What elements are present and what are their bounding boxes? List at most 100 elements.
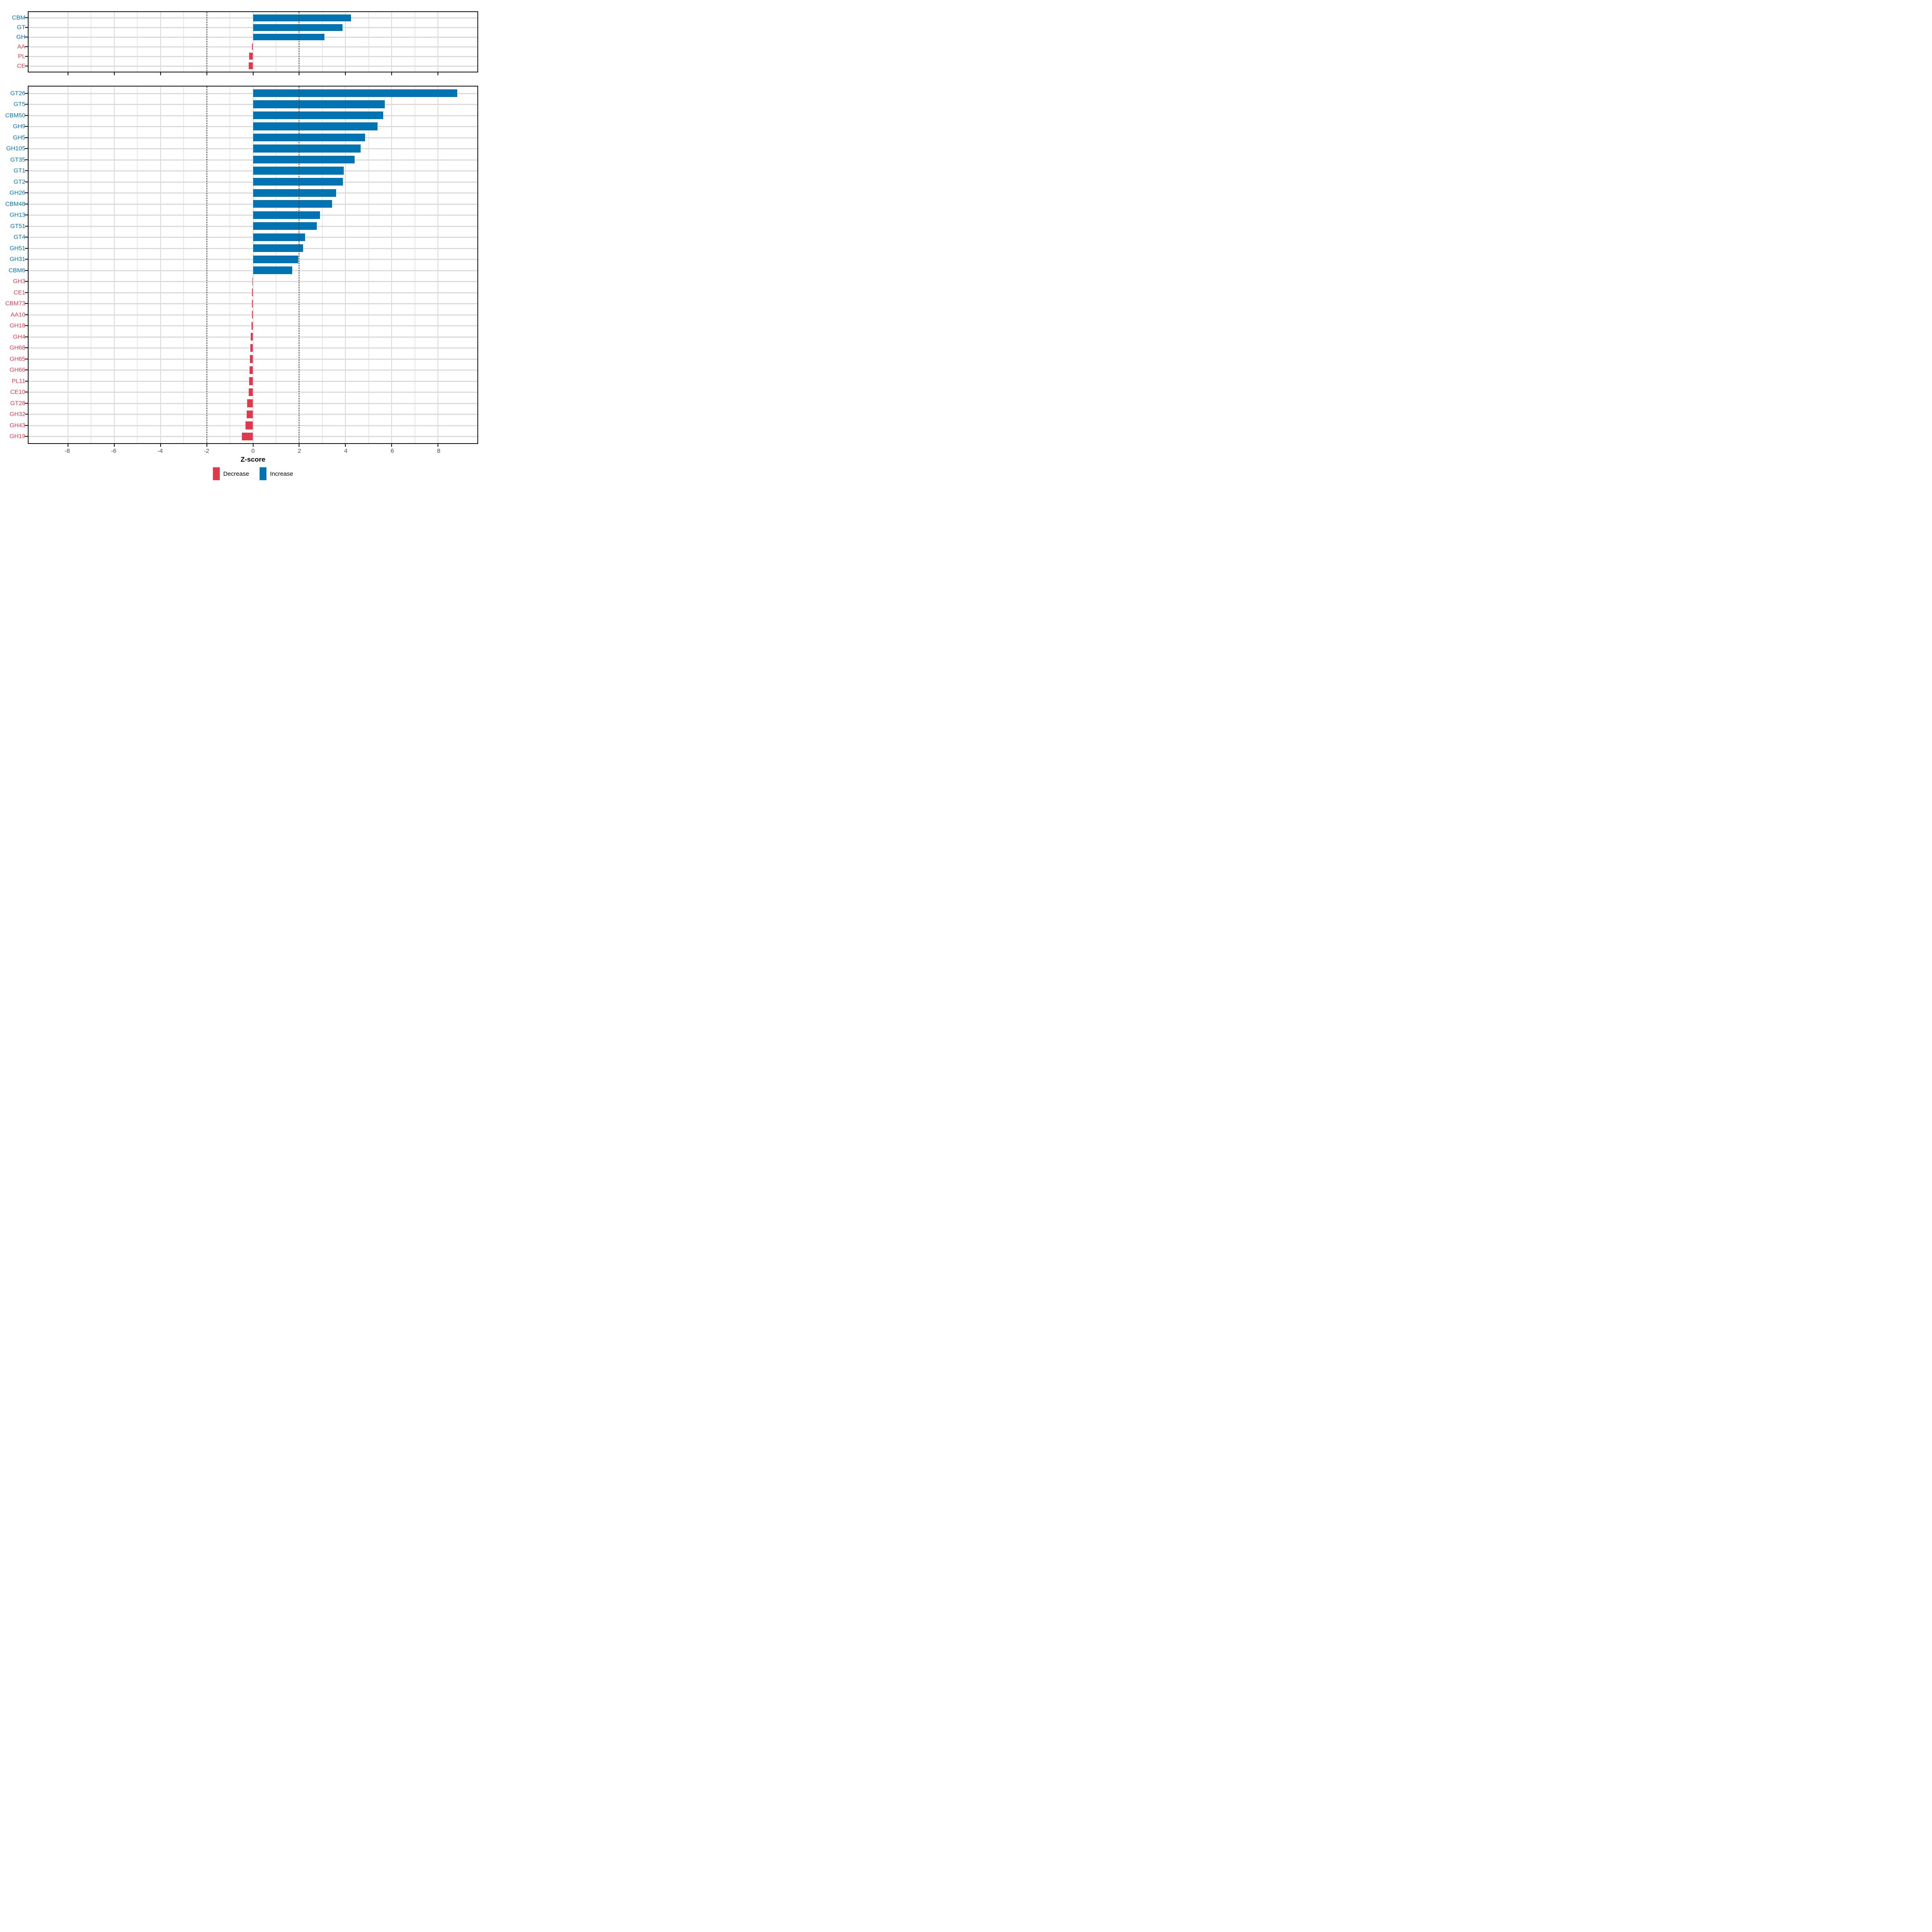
row-gridline: [29, 292, 477, 293]
row-gridline: [29, 436, 477, 438]
x-axis-tick: [114, 444, 115, 447]
zscore-bar-chart: CBM GT GH AA PL CE GT26 GT5 CBM50 GH9 GH5 GH105 GT3…: [0, 0, 483, 483]
y-axis-tick: [25, 27, 28, 28]
x-axis-tick: [391, 72, 392, 75]
bar-AA: [252, 43, 253, 50]
bar-GH68: [250, 344, 253, 352]
minor-gridline: [229, 87, 231, 443]
y-axis-tick: [25, 93, 28, 94]
y-axis-tick: [25, 347, 28, 349]
y-axis-tick: [25, 170, 28, 171]
legend-label-decrease: Decrease: [223, 470, 249, 477]
minor-gridline: [322, 12, 323, 72]
category-label-GT4: GT4: [13, 233, 25, 241]
y-axis-tick: [25, 115, 28, 116]
minor-gridline: [368, 12, 369, 72]
category-label-CBM50: CBM50: [5, 112, 25, 119]
bar-GT51: [253, 222, 317, 230]
y-axis-tick: [25, 425, 28, 426]
panel-cazyme-classes: CBM GT GH AA PL CE: [12, 11, 478, 75]
category-label-GH26: GH26: [9, 189, 25, 196]
category-label-GH3: GH3: [13, 278, 25, 285]
bar-GH51: [253, 244, 303, 252]
category-label-PL11: PL11: [12, 378, 25, 385]
y-axis-tick: [25, 46, 28, 47]
category-label-GH4: GH4: [13, 333, 25, 341]
x-axis-tick: [160, 72, 161, 75]
category-label-GH51: GH51: [9, 245, 25, 252]
bar-CBM73: [252, 299, 253, 308]
category-label-GT28: GT28: [10, 400, 25, 407]
category-label-GH43: GH43: [9, 422, 25, 429]
y-axis-tick: [25, 414, 28, 415]
category-label-CE: CE: [17, 62, 25, 70]
major-gridline: [345, 12, 346, 72]
category-label-GH13: GH13: [9, 211, 25, 219]
minor-gridline: [183, 12, 184, 72]
major-gridline: [252, 12, 254, 72]
category-label-PL: PL: [18, 53, 25, 60]
x-axis-tick: [252, 444, 254, 447]
category-label-GH19: GH19: [9, 433, 25, 440]
major-gridline: [114, 12, 115, 72]
y-axis-tick: [25, 325, 28, 326]
bar-GH65: [250, 355, 253, 363]
bar-GH26: [253, 189, 336, 197]
category-label-GH66: GH66: [9, 366, 25, 374]
bar-GT28: [247, 399, 253, 407]
row-gridline: [29, 325, 477, 327]
y-axis-tick: [25, 148, 28, 149]
major-gridline: [160, 87, 161, 443]
category-label-GT: GT: [17, 24, 25, 31]
minor-gridline: [137, 12, 138, 72]
x-tick-label--6: -6: [111, 448, 117, 454]
y-axis-tick: [25, 17, 28, 19]
y-axis-tick: [25, 259, 28, 260]
row-gridline: [29, 347, 477, 349]
x-tick-label--4: -4: [157, 448, 163, 454]
minor-gridline: [322, 87, 323, 443]
category-label-GH9: GH9: [13, 123, 25, 130]
bar-GH4: [250, 333, 253, 341]
category-label-AA10: AA10: [10, 311, 25, 318]
bar-GT1: [253, 167, 344, 175]
y-axis-tick: [25, 402, 28, 404]
bar-CE: [248, 62, 253, 70]
bar-AA10: [252, 311, 253, 319]
y-axis-tick: [25, 248, 28, 249]
category-label-GH31: GH31: [9, 256, 25, 263]
x-tick-label-0: 0: [251, 448, 255, 454]
x-tick-label-8: 8: [437, 448, 441, 454]
y-axis-tick: [25, 314, 28, 315]
bar-GT5: [253, 100, 385, 108]
x-axis-tick-labels: -8 -6 -4 -2 0 2 4 6 8: [28, 448, 478, 455]
bar-GT4: [253, 233, 305, 241]
bar-CBM48: [253, 200, 332, 208]
bar-PL: [249, 53, 253, 60]
bar-CBM: [253, 14, 351, 21]
y-axis-tick: [25, 159, 28, 160]
x-axis-tick: [206, 72, 207, 75]
bar-GH43: [245, 421, 253, 429]
legend-item-decrease: Decrease: [213, 467, 249, 480]
y-axis-tick: [25, 225, 28, 227]
category-label-GT1: GT1: [13, 167, 25, 174]
minor-gridline: [229, 12, 231, 72]
x-tick-label--8: -8: [64, 448, 70, 454]
category-label-GT5: GT5: [13, 101, 25, 108]
bar-GH18: [252, 322, 253, 330]
major-gridline: [345, 87, 346, 443]
y-axis-tick: [25, 192, 28, 194]
decrease-swatch-icon: [213, 467, 220, 480]
category-label-GH18: GH18: [9, 322, 25, 329]
bar-GH66: [249, 366, 253, 374]
row-gridline: [29, 358, 477, 360]
y-axis-tick: [25, 56, 28, 57]
bar-CE10: [248, 388, 253, 396]
y-axis-tick: [25, 281, 28, 282]
bar-CBM50: [253, 111, 383, 120]
category-label-GT35: GT35: [10, 156, 25, 163]
row-gridline: [29, 425, 477, 426]
y-axis-tick: [25, 303, 28, 304]
bar-CE1: [252, 289, 253, 297]
